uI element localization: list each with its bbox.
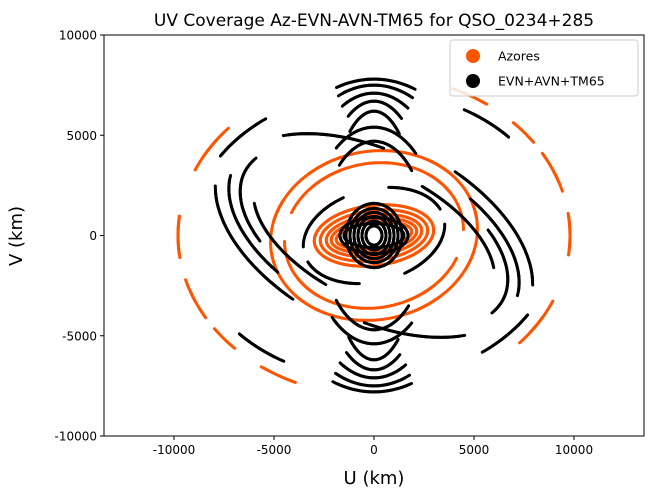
uv-track bbox=[227, 178, 275, 270]
chart-title: UV Coverage Az-EVN-AVN-TM65 for QSO_0234… bbox=[154, 11, 594, 31]
uv-track bbox=[184, 278, 197, 303]
series-evn-avn-tm65 bbox=[213, 77, 535, 394]
x-tick-label: -10000 bbox=[153, 443, 196, 457]
uv-track bbox=[473, 201, 521, 293]
uv-track bbox=[462, 108, 510, 138]
uv-track bbox=[349, 296, 441, 322]
uv-track bbox=[405, 256, 458, 303]
legend: Azores EVN+AVN+TM65 bbox=[449, 39, 639, 97]
uv-track bbox=[480, 314, 529, 354]
x-axis: -10000 -5000 0 5000 10000 bbox=[153, 436, 593, 457]
uv-track bbox=[344, 201, 404, 270]
uv-track bbox=[339, 139, 414, 173]
uv-track bbox=[343, 91, 410, 110]
uv-track bbox=[348, 99, 403, 120]
uv-track bbox=[411, 222, 447, 271]
legend-marker-azores bbox=[466, 49, 480, 63]
uv-track bbox=[337, 125, 418, 156]
uv-track bbox=[227, 173, 280, 274]
uv-track bbox=[203, 126, 230, 156]
uv-track bbox=[303, 196, 345, 237]
y-tick-label: -5000 bbox=[62, 329, 97, 343]
uv-track bbox=[339, 77, 417, 91]
uv-track bbox=[272, 156, 342, 224]
uv-track bbox=[290, 168, 343, 215]
legend-label-azores: Azores bbox=[498, 49, 540, 64]
uv-track bbox=[347, 353, 402, 372]
y-tick-label: 5000 bbox=[66, 129, 97, 143]
uv-track bbox=[463, 202, 479, 272]
x-tick-label: 5000 bbox=[459, 443, 490, 457]
uv-track bbox=[337, 373, 411, 388]
uv-track bbox=[213, 184, 289, 297]
y-tick-label: 10000 bbox=[59, 29, 97, 43]
uv-track bbox=[341, 363, 408, 380]
uv-track bbox=[238, 158, 262, 243]
uv-track bbox=[332, 318, 414, 346]
uv-track bbox=[352, 210, 396, 261]
uv-track bbox=[270, 252, 324, 314]
x-tick-label: 0 bbox=[370, 443, 378, 457]
uv-track bbox=[312, 161, 391, 187]
uv-track bbox=[357, 284, 436, 310]
uv-track bbox=[364, 224, 384, 247]
uv-track bbox=[259, 365, 297, 384]
uv-track bbox=[511, 121, 535, 144]
y-axis-label: V (km) bbox=[6, 206, 27, 266]
y-tick-label: 0 bbox=[89, 229, 97, 243]
plot-area bbox=[176, 77, 572, 394]
uv-track bbox=[237, 332, 277, 359]
uv-track bbox=[379, 149, 455, 178]
uv-track bbox=[336, 301, 411, 332]
uv-track bbox=[176, 214, 181, 257]
uv-track bbox=[306, 260, 361, 286]
uv-track bbox=[252, 201, 323, 284]
uv-track bbox=[218, 122, 259, 158]
uv-track bbox=[540, 151, 559, 181]
x-tick-label: 10000 bbox=[555, 443, 593, 457]
uv-track bbox=[340, 83, 414, 100]
uv-track bbox=[338, 216, 410, 255]
uv-track bbox=[335, 382, 413, 394]
uv-track bbox=[253, 205, 328, 287]
uv-track bbox=[213, 188, 295, 301]
uv-track bbox=[529, 299, 555, 333]
uv-track bbox=[390, 185, 440, 209]
series-azores bbox=[176, 87, 572, 384]
uv-track bbox=[468, 197, 521, 298]
uv-track bbox=[406, 247, 476, 315]
x-axis-label: U (km) bbox=[344, 468, 405, 489]
uv-track bbox=[342, 222, 406, 249]
uv-track bbox=[566, 211, 572, 257]
uv-track bbox=[459, 174, 535, 287]
uv-track bbox=[425, 187, 496, 270]
uv-track bbox=[312, 203, 436, 268]
uv-track bbox=[368, 323, 467, 339]
uv-track bbox=[348, 206, 400, 265]
y-tick-label: -10000 bbox=[54, 430, 97, 444]
y-axis: -10000 -5000 0 5000 10000 bbox=[54, 29, 104, 444]
uv-track bbox=[213, 327, 237, 350]
x-tick-label: -5000 bbox=[257, 443, 292, 457]
uv-track bbox=[350, 109, 401, 136]
uv-track bbox=[348, 338, 400, 362]
uv-track bbox=[489, 232, 510, 315]
uv-track bbox=[296, 276, 365, 310]
legend-marker-evn-avn-tm65 bbox=[466, 74, 480, 88]
legend-label-evn-avn-tm65: EVN+AVN+TM65 bbox=[498, 74, 605, 89]
uv-track bbox=[318, 208, 430, 263]
legend-box bbox=[449, 39, 639, 97]
